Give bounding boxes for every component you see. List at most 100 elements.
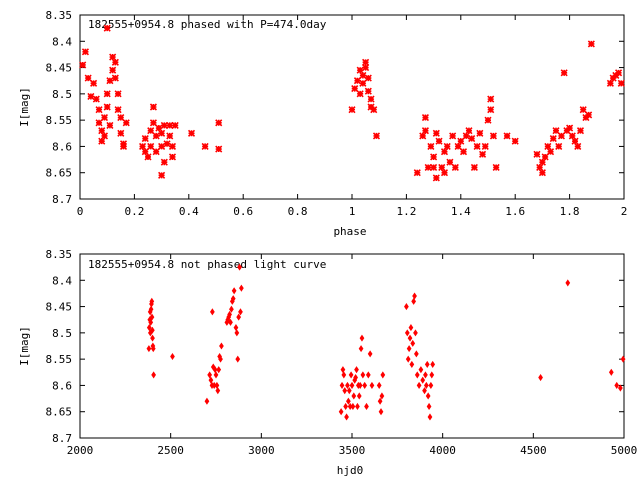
x-tick-label: 2 [621,205,628,218]
data-point [81,48,90,56]
x-axis-ticks: 2000 2500 3000 3500 4000 4500 5000 [67,254,637,457]
data-point [533,150,541,158]
data-point [365,371,371,379]
data-point [430,153,438,161]
data-point [424,360,430,368]
data-point [87,92,95,101]
data-point [459,148,468,156]
x-tick-label: 0.6 [233,205,253,218]
data-point [339,381,345,389]
data-point [405,355,411,363]
data-point [147,142,155,150]
data-point [228,318,233,326]
y-axis-label: I[mag] [18,326,31,366]
data-point [565,279,571,287]
data-point [414,350,419,358]
x-tick-label: 2500 [157,444,184,457]
data-point [618,384,623,392]
data-point [95,106,103,114]
data-point [449,132,457,140]
data-point [427,413,433,421]
data-point [100,132,109,140]
data-point [421,113,430,122]
y-axis-ticks: 8.35 8.4 8.45 8.5 8.55 8.6 8.65 8.7 [46,9,624,206]
data-point [92,95,100,103]
data-point [141,134,149,143]
data-point [149,326,155,334]
data-point [538,169,546,177]
y-axis-label: I[mag] [18,87,31,127]
data-point [606,79,614,87]
data-point [208,376,214,384]
data-point [549,134,557,143]
data-point [166,132,174,140]
x-tick-label: 1 [349,205,356,218]
data-point [566,124,574,132]
y-tick-label: 8.7 [52,432,72,445]
data-point [106,77,114,85]
data-point [146,324,152,332]
data-point [229,305,234,313]
data-point [98,137,106,145]
data-point [410,339,416,347]
data-point [419,132,427,140]
data-point [141,148,149,156]
data-point [119,142,128,150]
data-point [150,345,156,353]
x-axis-ticks: 0 0.2 0.4 0.6 0.8 1 1.2 1.4 1.6 1.8 2 [77,15,628,218]
data-point [367,350,373,358]
data-point [544,142,552,150]
data-point [429,371,435,379]
data-point [149,119,158,127]
x-tick-label: 3000 [248,444,275,457]
data-point [427,142,435,150]
data-point [353,374,358,382]
data-point [579,106,587,114]
data-point [362,381,368,389]
data-point [109,66,117,74]
y-tick-label: 8.65 [46,406,73,419]
data-points [146,263,626,421]
data-point [239,284,244,292]
data-point [359,79,367,87]
data-point [219,342,224,350]
data-point [492,163,500,172]
data-point [362,64,370,72]
data-point [487,106,495,114]
data-point [341,371,347,379]
y-tick-label: 8.6 [52,379,72,392]
data-point [109,53,117,61]
data-point [376,381,382,389]
data-point [462,132,470,140]
x-tick-label: 2000 [67,444,94,457]
data-point [148,318,154,326]
data-point [574,142,582,150]
data-point [359,71,367,80]
data-point [150,334,155,342]
data-point [349,381,355,389]
chart-title: 182555+0954.8 phased with P=474.0day [88,18,327,31]
data-point [432,174,440,182]
data-point [511,137,519,145]
data-point [412,292,417,300]
y-tick-label: 8.35 [46,248,73,261]
data-point [158,142,166,150]
data-point [503,132,511,140]
data-point [620,355,626,363]
data-point [421,127,430,135]
data-point [98,127,106,135]
data-point [438,163,446,172]
data-point [215,387,221,395]
data-point [555,142,563,150]
x-tick-label: 1.2 [396,205,416,218]
data-point [114,106,122,114]
data-point [426,402,432,410]
data-point [422,387,427,395]
data-point [348,106,356,114]
data-point [111,74,119,82]
y-tick-label: 8.7 [52,193,72,206]
data-point [170,352,175,361]
chart-title: 182555+0954.8 not phased light curve [88,258,326,271]
data-point [210,308,215,316]
